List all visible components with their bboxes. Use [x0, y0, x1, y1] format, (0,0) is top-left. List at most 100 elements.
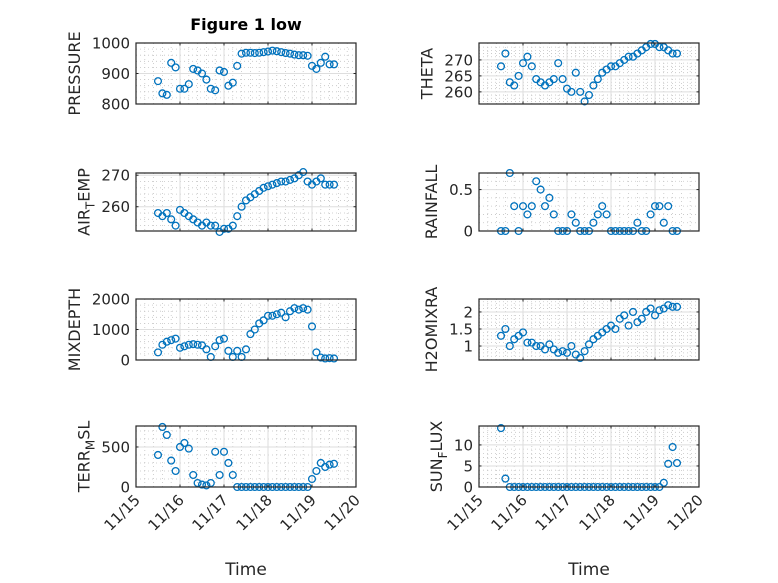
data-point: [193, 478, 202, 488]
data-point: [180, 342, 189, 351]
y-tick-label: 0: [463, 479, 473, 497]
y-tick-label: 260: [444, 83, 473, 101]
subplot-pressure: 800 900 1000 PRESSURE: [65, 31, 357, 116]
data-point: [219, 447, 229, 456]
data-point: [307, 322, 317, 331]
data-point: [325, 60, 334, 69]
data-point: [184, 444, 193, 453]
data-point: [562, 348, 572, 357]
data-point: [523, 338, 532, 347]
y-axis-label: THETA: [417, 48, 436, 100]
data-point: [202, 75, 211, 84]
y-axis-label-part: TERR: [74, 450, 93, 493]
data-point: [664, 202, 673, 211]
data-point: [576, 353, 585, 363]
y-tick-label: 260: [101, 198, 130, 216]
data-point: [659, 218, 668, 227]
data-point: [175, 442, 185, 452]
data-point: [540, 345, 550, 354]
y-axis-label: RAINFALL: [422, 165, 441, 240]
y-axis-label: AIRTEMP: [74, 168, 97, 236]
data-point: [668, 49, 677, 58]
y-axis-label-part: EMP: [74, 168, 93, 202]
y-tick-label: 2: [463, 303, 473, 321]
data-point: [646, 304, 655, 313]
y-tick-label: 1000: [92, 321, 130, 339]
data-point: [233, 212, 242, 221]
data-point: [589, 218, 598, 227]
data-point: [180, 84, 189, 93]
data-point: [624, 321, 633, 330]
data-point: [312, 348, 321, 357]
data-point: [158, 89, 167, 98]
data-point: [171, 334, 180, 343]
y-tick-label: 10: [454, 436, 473, 454]
y-axis-label-part: M: [83, 440, 97, 450]
data-point: [501, 324, 510, 334]
data-point: [167, 336, 176, 345]
data-point: [241, 345, 251, 354]
data-point: [606, 62, 616, 71]
data-point: [171, 466, 180, 476]
data-point: [184, 80, 193, 89]
data-point: [540, 202, 550, 211]
axes-box: [135, 425, 357, 488]
data-point: [175, 343, 185, 352]
y-tick-label: 0: [120, 479, 130, 497]
data-point: [189, 470, 198, 480]
data-point: [228, 470, 237, 480]
data-point: [285, 49, 295, 58]
data-point: [162, 90, 171, 99]
y-tick-label: 265: [444, 67, 473, 85]
data-point: [496, 331, 506, 340]
data-point: [272, 179, 281, 188]
y-axis-label-part: F: [436, 451, 450, 458]
data-point: [197, 480, 207, 489]
data-point: [202, 481, 211, 490]
y-tick-label: 270: [444, 51, 473, 69]
data-point: [277, 177, 286, 186]
data-point: [655, 43, 664, 52]
data-point: [206, 478, 215, 488]
data-point: [299, 304, 308, 313]
data-point: [206, 221, 215, 230]
data-point: [549, 210, 558, 219]
data-point: [316, 353, 325, 362]
y-axis-label-part: SL: [74, 421, 93, 440]
data-point: [294, 305, 303, 314]
y-tick-label: 900: [101, 65, 130, 83]
data-point: [620, 311, 629, 320]
data-point: [263, 182, 273, 191]
data-point: [523, 52, 532, 61]
figure-title: Figure 1 low: [190, 15, 302, 34]
y-axis-label: MIXDEPTH: [65, 288, 84, 371]
data-point: [197, 69, 207, 78]
data-point: [316, 458, 325, 468]
data-point: [211, 342, 220, 351]
data-point: [193, 340, 202, 349]
y-axis-label-part: T: [83, 201, 97, 210]
data-point: [307, 474, 317, 484]
data-point: [312, 64, 321, 73]
data-point: [532, 177, 541, 186]
data-point: [580, 97, 589, 106]
data-point: [518, 59, 528, 68]
data-point: [158, 422, 167, 432]
data-point: [646, 39, 655, 49]
y-tick-label: 270: [101, 167, 130, 185]
y-axis-label-part: SUN: [427, 458, 446, 492]
data-point: [162, 337, 171, 346]
data-point: [219, 67, 229, 77]
data-point: [237, 202, 246, 211]
data-point: [184, 340, 193, 349]
data-point: [571, 218, 580, 227]
data-point: [536, 185, 545, 194]
data-point: [554, 59, 563, 68]
data-point: [567, 210, 576, 219]
data-point: [321, 462, 330, 472]
data-point: [228, 78, 237, 87]
data-point: [167, 456, 176, 465]
